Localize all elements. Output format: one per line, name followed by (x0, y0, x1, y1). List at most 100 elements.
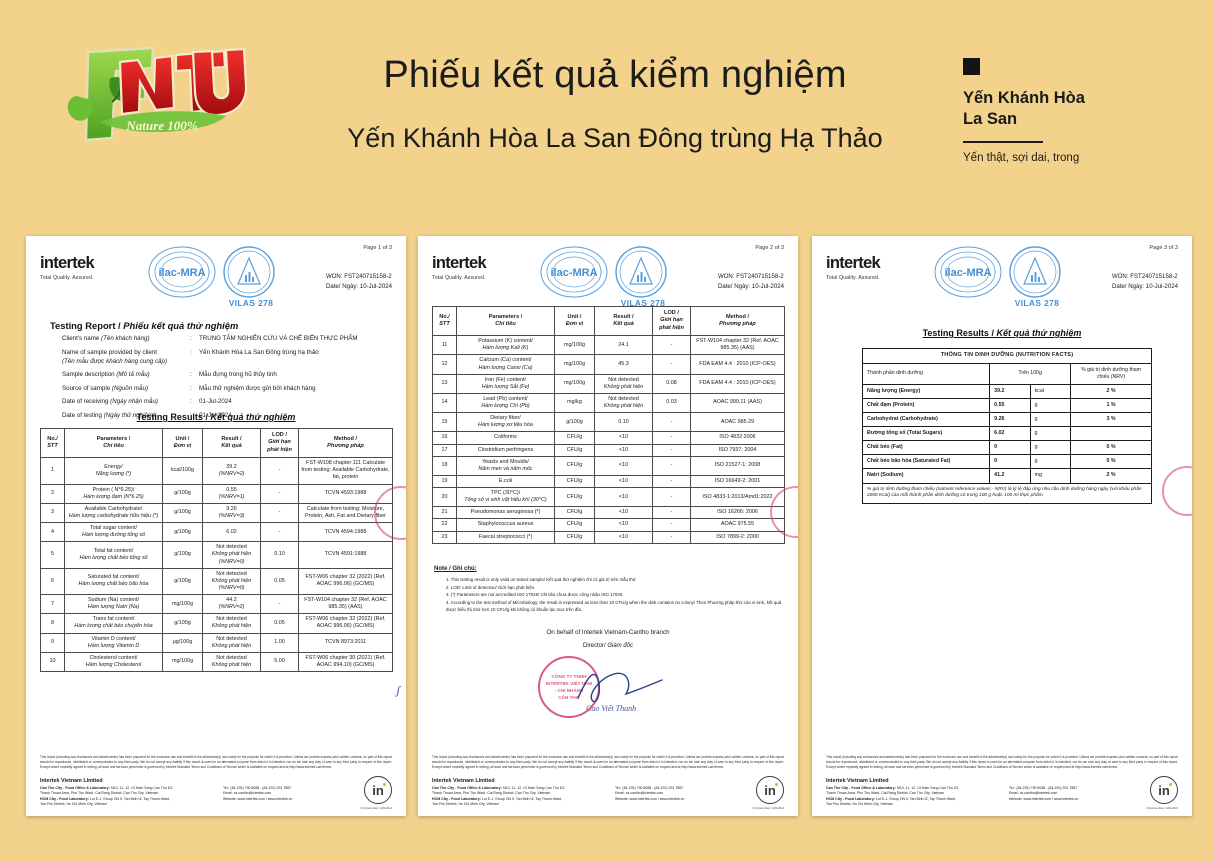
footer-disclaimer: This report (including any enclosures an… (40, 755, 392, 770)
cell-parameter: Pseudomonas aeruginosa (*) (456, 506, 555, 520)
cell-parameter: Coliforms (456, 431, 555, 445)
col-unit: Unit / Đơn vị (554, 305, 595, 337)
cell-method: TCVN 8973:2011 (298, 632, 393, 653)
ilac-mra-icon: ilac-MRA (148, 246, 216, 298)
col-lod: LOD / Giới hạn phát hiện (652, 305, 691, 337)
behalf-line: On behalf of Intertek Vietnam-Cantho bra… (546, 629, 670, 636)
nutrition-nrv (1070, 425, 1152, 442)
table-row: 22 Staphylococcus aureus CFU/g <10- AOAC 975… (432, 518, 785, 532)
doc-footer-2: This report (including any enclosures an… (432, 755, 784, 810)
report-page-3[interactable]: intertek Total Quality. Assured. ilac-MR… (812, 236, 1192, 816)
results-table-page1: No./STT Parameters / Chỉ tiêu Unit / Đơn v… (40, 427, 393, 673)
cell-unit: mg/100g (554, 373, 595, 394)
title-block: Phiếu kết quả kiểm nghiệm Yến Khánh Hòa … (290, 52, 940, 155)
cell-result: Not detected Không phát hiện (%NRV=0) (202, 567, 261, 596)
cell-result: <10 (594, 518, 653, 532)
cell-method: FDA EAM 4.4 : 2010 (ICP-OES) (690, 354, 785, 375)
nutrition-row: Natri (Sodium) 41.2 mg 2 % (861, 468, 1152, 484)
won-number-1: WON: FST240715158-2 (325, 273, 392, 280)
cell-unit: g/100g (162, 521, 203, 543)
results-table-page2: No./STT Parameters / Chỉ tiêu Unit / Đơn v… (432, 305, 785, 544)
fntu-logo: Nature 100% (58, 38, 248, 150)
cell-method: ISO 16649-2: 2001 (690, 474, 785, 489)
table-row: 21 Pseudomonas aeruginosa (*) CFU/g <10- ISO… (432, 506, 785, 520)
report-page-2[interactable]: intertek Total Quality. Assured. ilac-MR… (418, 236, 798, 816)
note-item: 2. LOD: Limit of detection/ Giới hạn phá… (446, 584, 536, 590)
cell-lod: - (652, 335, 691, 356)
cell-unit: mg/100g (162, 593, 203, 615)
footer-contact: Tel.: (84-292) 790 8088 - (84-292) 391 7… (223, 785, 293, 801)
nutrition-name: Chất béo (Fat) (861, 440, 991, 456)
nutrition-row: Chất béo bão hòa (Saturated Fat) 0 g 0 % (861, 454, 1152, 470)
nutrition-footnote-row: % giá trị dinh dưỡng tham chiếu (natrien… (862, 482, 1152, 504)
accreditation-marks: ilac-MRA VILAS 278 (146, 242, 298, 310)
cell-parameter: Vitamin D content/Hàm lượng Vitamin D (64, 632, 163, 653)
cell-lod: - (260, 521, 299, 543)
accreditation-marks-2: ilac-MRA VILAS 278 (538, 242, 690, 310)
signature-name: Cao Viết Thanh (586, 704, 637, 713)
cell-result: Not detected Không phát hiện (202, 613, 261, 634)
table-row: 8 Trans fat content/Hàm lượng chất béo ch… (40, 613, 393, 634)
nutrition-nrv: 0 % (1070, 440, 1152, 456)
cell-result: 0.55 (%NRV=1) (202, 483, 261, 504)
cell-result: 6.02 (202, 521, 261, 543)
cell-result: <10 (594, 455, 653, 476)
cell-unit: mg/kg (554, 392, 595, 414)
nutrition-row: Chất béo (Fat) 0 g 0 % (861, 440, 1152, 456)
cell-no: 17 (432, 443, 457, 457)
cell-lod: - (652, 506, 691, 520)
cell-parameter: Available Carbohydrate/Hàm lượng carbohy… (64, 502, 163, 524)
won-date-1: Date/ Ngày: 10-Jul-2024 (325, 282, 392, 290)
cell-parameter: Energy/Năng lượng (*) (64, 457, 163, 485)
nutrition-name: Đường tổng số (Total Sugars) (861, 425, 991, 442)
note-item: 3. (*) Parameters are not accredited ISO… (446, 592, 624, 598)
cell-no: 7 (40, 593, 65, 615)
cell-lod: - (652, 431, 691, 445)
brand-tagline: Yến thật, sợi dai, trong (963, 151, 1080, 164)
cell-no: 3 (40, 502, 65, 524)
cell-unit: CFU/g (554, 486, 595, 508)
cell-method: ISO 7937: 2004 (690, 443, 785, 457)
cell-parameter: Trans fat content/Hàm lượng chất béo chu… (64, 613, 163, 634)
nutrition-row: Carbohydrat (Carbohydrate) 9.26 g 3 % (861, 411, 1152, 428)
page-subtitle: Yến Khánh Hòa La San Đông trùng Hạ Thảo (347, 122, 883, 153)
cell-lod: - (652, 474, 691, 489)
cell-no: 16 (432, 431, 457, 445)
cell-parameter: Cholesterol content/Hàm lượng Cholestero… (64, 651, 163, 673)
nutrition-unit: g (1029, 454, 1072, 470)
cell-no: 21 (432, 506, 457, 520)
info-row: Client's name (Tên khách hàng): TRUNG TÂM… (62, 335, 358, 342)
cell-lod: 0.03 (652, 392, 691, 414)
cell-unit: mg/100g (162, 651, 203, 673)
cell-lod: - (652, 443, 691, 457)
cell-parameter: Iron (Fe) content/Hàm lượng Sắt (Fe) (456, 373, 555, 394)
report-page-1[interactable]: intertek Total Quality. Assured. ilac-MR… (26, 236, 406, 816)
cell-lod: - (652, 412, 691, 433)
brand-square-icon (963, 58, 980, 75)
cell-parameter: TPC (30°C)/Tổng số vi sinh vật hiếu khí … (456, 486, 555, 508)
table-row: 19 E.coli CFU/g <10- ISO 16649-2: 2001 (432, 474, 785, 489)
cell-parameter: Saturated fat content/Hàm lượng chất béo… (64, 567, 163, 596)
nutrition-name: Carbohydrat (Carbohydrate) (861, 411, 991, 428)
footer-address: Can Tho City - Food Office & Laboratory:… (432, 785, 566, 807)
cell-method: FST-W06 chapter 30 (2021) (Ref. AOAC 994… (298, 651, 393, 673)
table-row: 11 Potassium (K) content/Hàm lượng Kali (… (432, 335, 785, 356)
info-row: Name of sample provided by client (Tên mẫ… (62, 348, 319, 365)
info-row: Date of testing (Ngày thử nghiệm):01-Jul… (62, 411, 232, 419)
footer-address: Can Tho City - Food Office & Laboratory:… (826, 785, 960, 807)
nutrition-value: 41.2 (989, 468, 1031, 484)
intertek-wordmark: intertek (40, 254, 95, 272)
col-result: Result / Kết quả (202, 427, 261, 459)
cell-parameter: Staphylococcus aureus (456, 518, 555, 532)
doc-footer-3: This report (including any enclosures an… (826, 755, 1178, 810)
won-block-2: WON: FST240715158-2 Date/ Ngày: 10-Jul-2… (718, 272, 784, 292)
nutrition-table: THÔNG TIN DINH DƯỠNG (NUTRITION FACTS) T… (861, 348, 1152, 504)
results-title-3: Testing Results / Kết quả thử nghiệm (922, 328, 1082, 338)
cell-parameter: Sodium (Na) content/Hàm lượng Natri (Na) (64, 593, 163, 615)
cell-lod: 5.00 (260, 651, 299, 673)
cell-lod: - (260, 457, 299, 485)
cell-unit: µg/100g (162, 632, 203, 653)
nutrition-name: Natri (Sodium) (861, 468, 991, 484)
